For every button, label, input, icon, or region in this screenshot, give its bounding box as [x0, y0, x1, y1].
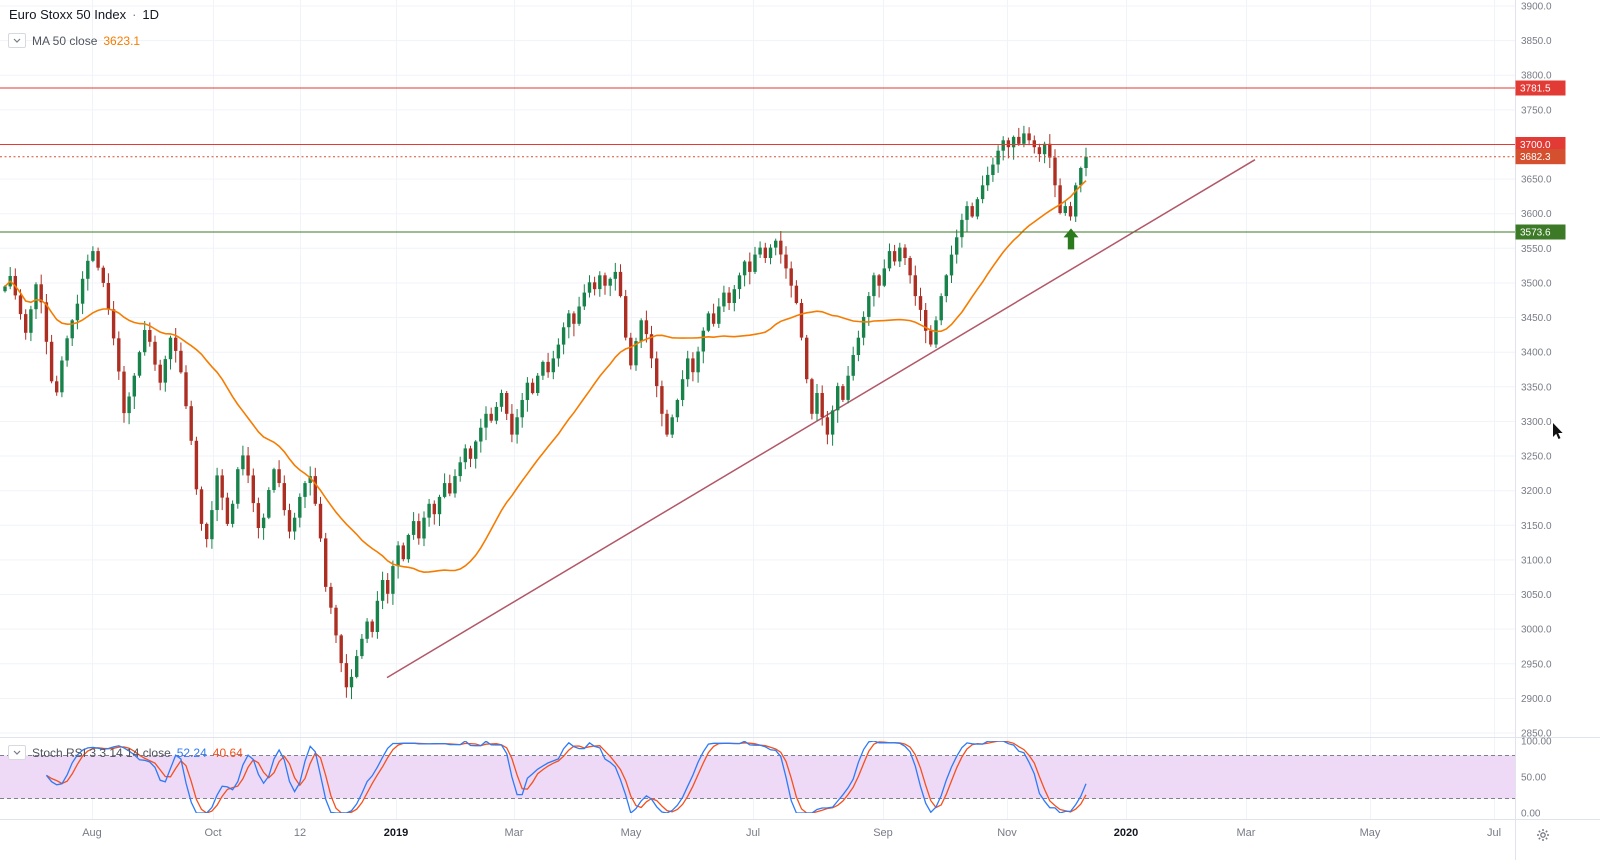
svg-text:2019: 2019 — [384, 827, 408, 839]
symbol-title: Euro Stoxx 50 Index — [9, 7, 127, 22]
stoch-indicator-legend: Stoch RSI 3 3 14 14 close 52.24 40.64 — [8, 745, 243, 760]
svg-text:50.00: 50.00 — [1521, 773, 1546, 784]
svg-text:12: 12 — [294, 827, 306, 839]
legend-separator: · — [132, 7, 137, 22]
svg-text:3750.0: 3750.0 — [1521, 105, 1552, 116]
ma-indicator-label[interactable]: MA 50 close — [32, 33, 98, 48]
stoch-d-line — [46, 741, 1087, 813]
chevron-down-icon[interactable] — [8, 33, 26, 48]
svg-text:3700.0: 3700.0 — [1520, 140, 1551, 151]
svg-text:3250.0: 3250.0 — [1521, 452, 1552, 463]
svg-text:3150.0: 3150.0 — [1521, 521, 1552, 532]
svg-text:3000.0: 3000.0 — [1521, 625, 1552, 636]
svg-text:3300.0: 3300.0 — [1521, 417, 1552, 428]
svg-text:3650.0: 3650.0 — [1521, 175, 1552, 186]
svg-text:3200.0: 3200.0 — [1521, 486, 1552, 497]
svg-text:3682.3: 3682.3 — [1520, 152, 1551, 163]
svg-text:May: May — [1360, 827, 1381, 839]
svg-text:2020: 2020 — [1114, 827, 1138, 839]
svg-text:2900.0: 2900.0 — [1521, 694, 1552, 705]
ma50-line[interactable] — [4, 180, 1087, 574]
svg-text:Aug: Aug — [82, 827, 102, 839]
svg-text:3450.0: 3450.0 — [1521, 313, 1552, 324]
svg-text:3800.0: 3800.0 — [1521, 71, 1552, 82]
svg-text:3781.5: 3781.5 — [1520, 84, 1551, 95]
stoch-k-line — [45, 741, 1087, 813]
svg-text:3350.0: 3350.0 — [1521, 382, 1552, 393]
ma-indicator-legend: MA 50 close 3623.1 — [8, 33, 140, 48]
trend-line[interactable] — [386, 159, 1256, 679]
price-axis[interactable]: 3900.0 3850.0 3800.0 3750.0 3700.0 3650.0 3600… — [1516, 0, 1600, 820]
svg-text:Jul: Jul — [1487, 827, 1501, 839]
stoch-band — [0, 754, 1515, 800]
svg-text:3850.0: 3850.0 — [1521, 36, 1552, 47]
gear-icon[interactable] — [1534, 826, 1552, 844]
svg-text:3900.0: 3900.0 — [1521, 2, 1552, 13]
svg-text:2850.0: 2850.0 — [1521, 729, 1552, 740]
svg-text:Nov: Nov — [997, 827, 1017, 839]
svg-text:Mar: Mar — [505, 827, 524, 839]
svg-text:Oct: Oct — [204, 827, 221, 839]
up-arrow-marker[interactable] — [1063, 228, 1079, 250]
svg-text:2950.0: 2950.0 — [1521, 659, 1552, 670]
svg-text:3050.0: 3050.0 — [1521, 590, 1552, 601]
chevron-down-icon[interactable] — [8, 745, 26, 760]
svg-text:0.00: 0.00 — [1521, 809, 1541, 820]
symbol-legend: Euro Stoxx 50 Index · 1D — [9, 7, 159, 22]
mouse-cursor-icon — [1553, 423, 1563, 439]
candlestick-series — [3, 125, 1088, 700]
svg-text:100.00: 100.00 — [1521, 737, 1552, 748]
grid — [0, 0, 1515, 819]
svg-text:3100.0: 3100.0 — [1521, 555, 1552, 566]
ma-indicator-value: 3623.1 — [103, 33, 141, 48]
time-axis[interactable]: Aug Oct 12 2019 Mar May Jul Sep Nov 2020 Mar May Jul — [0, 820, 1600, 860]
svg-text:3400.0: 3400.0 — [1521, 348, 1552, 359]
interval-label[interactable]: 1D — [142, 7, 160, 22]
svg-text:3600.0: 3600.0 — [1521, 209, 1552, 220]
stoch-indicator-label[interactable]: Stoch RSI 3 3 14 14 close — [32, 745, 171, 760]
svg-text:May: May — [621, 827, 642, 839]
stoch-d-value: 40.64 — [212, 745, 243, 760]
svg-text:Jul: Jul — [746, 827, 760, 839]
svg-text:3573.6: 3573.6 — [1520, 228, 1551, 239]
svg-text:Sep: Sep — [873, 827, 893, 839]
price-lines[interactable] — [0, 87, 1515, 233]
svg-text:Mar: Mar — [1237, 827, 1256, 839]
svg-text:3550.0: 3550.0 — [1521, 244, 1552, 255]
svg-text:3500.0: 3500.0 — [1521, 279, 1552, 290]
stoch-k-value: 52.24 — [176, 745, 207, 760]
